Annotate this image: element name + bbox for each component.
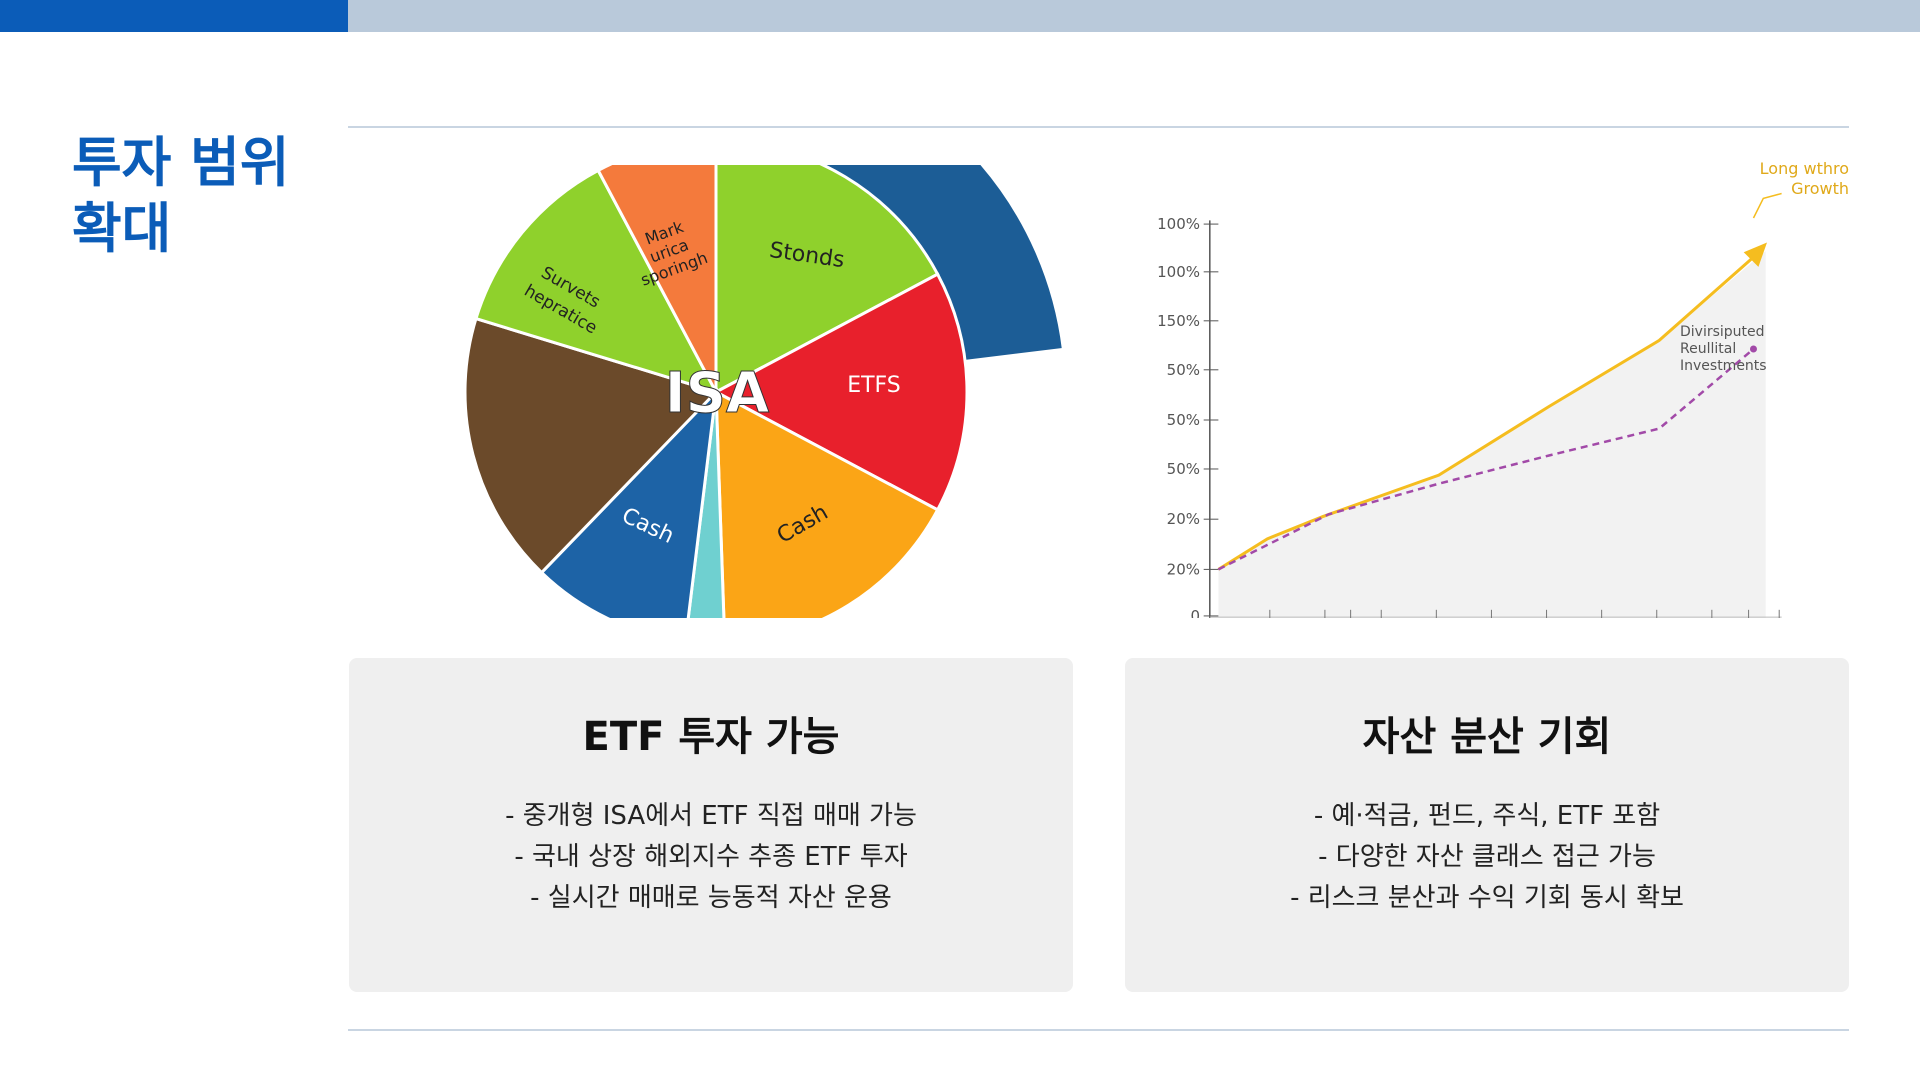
pie-wedge xyxy=(463,316,719,575)
title-line: 확대 xyxy=(72,197,172,260)
header-accent xyxy=(0,0,348,32)
pie-wedge xyxy=(714,165,940,395)
diversified-dot xyxy=(1749,345,1757,353)
y-axis-label: 150% xyxy=(1157,312,1200,330)
y-axis-label: 50% xyxy=(1167,460,1200,478)
bottom-rule xyxy=(348,1029,1849,1031)
y-axis-label: 20% xyxy=(1167,560,1200,578)
card-bullet: - 리스크 분산과 수익 기회 동시 확보 xyxy=(1290,883,1684,913)
pie-wedge xyxy=(686,391,726,618)
card-bullet: - 예·적금, 펀드, 주식, ETF 포함 xyxy=(1313,801,1661,831)
slide-title: 투자 범위 확대 xyxy=(72,130,290,262)
pie-wedge xyxy=(474,168,720,395)
pie-wedge xyxy=(712,272,969,512)
diversified-annotation: Divirsiputed xyxy=(1680,324,1765,340)
pie-wedge xyxy=(539,387,719,618)
growth-annotation: Long wthro xyxy=(1760,159,1849,178)
y-axis-label: 100% xyxy=(1157,263,1200,281)
y-axis-label: 50% xyxy=(1167,361,1200,379)
pie-center-label: ISA xyxy=(665,361,770,426)
title-line: 투자 범위 xyxy=(72,131,290,194)
growth-line xyxy=(1217,255,1755,571)
line-illustration: 100% 100% 150% 50% 50% 50% 20% 20% 0 Long wthroGr… xyxy=(1157,159,1849,625)
card-bullet: - 국내 상장 해외지수 추종 ETF 투자 xyxy=(514,842,908,872)
top-rule xyxy=(348,126,1849,128)
diversified-annotation: Investments xyxy=(1680,358,1767,374)
card: 자산 분산 기회 - 예·적금, 펀드, 주식, ETF 포함 - 다양한 자산… xyxy=(1125,658,1849,992)
growth-annotation: Growth xyxy=(1791,179,1849,198)
pie-label: ETFS xyxy=(847,373,901,398)
pie-wedge xyxy=(714,389,940,618)
pie-wedge xyxy=(596,165,718,393)
annotation-pointer xyxy=(1752,192,1782,219)
card-title: ETF 투자 가능 xyxy=(582,714,840,760)
growth-arrow xyxy=(1743,242,1767,267)
diversified-line xyxy=(1217,348,1755,571)
y-axis-label: 100% xyxy=(1157,215,1200,233)
header-bar xyxy=(348,0,1920,32)
chart-area xyxy=(1218,251,1766,618)
card-title: 자산 분산 기회 xyxy=(1362,714,1612,760)
card-bullet: - 실시간 매매로 능동적 자산 운용 xyxy=(530,883,892,913)
y-axis-label: 20% xyxy=(1167,510,1200,528)
card-bullet: - 다양한 자산 클래스 접근 가능 xyxy=(1318,842,1656,872)
diversified-annotation: Reullital xyxy=(1680,341,1736,357)
y-axis-label: 50% xyxy=(1167,411,1200,429)
y-axis-label: 0 xyxy=(1190,607,1200,625)
card: ETF 투자 가능 - 중개형 ISA에서 ETF 직접 매매 가능 - 국내 … xyxy=(349,658,1073,992)
pie-illustration: StondsETFSCashCashSurvetshepraticeMarkur… xyxy=(463,165,1066,618)
card-bullet: - 중개형 ISA에서 ETF 직접 매매 가능 xyxy=(505,801,917,831)
